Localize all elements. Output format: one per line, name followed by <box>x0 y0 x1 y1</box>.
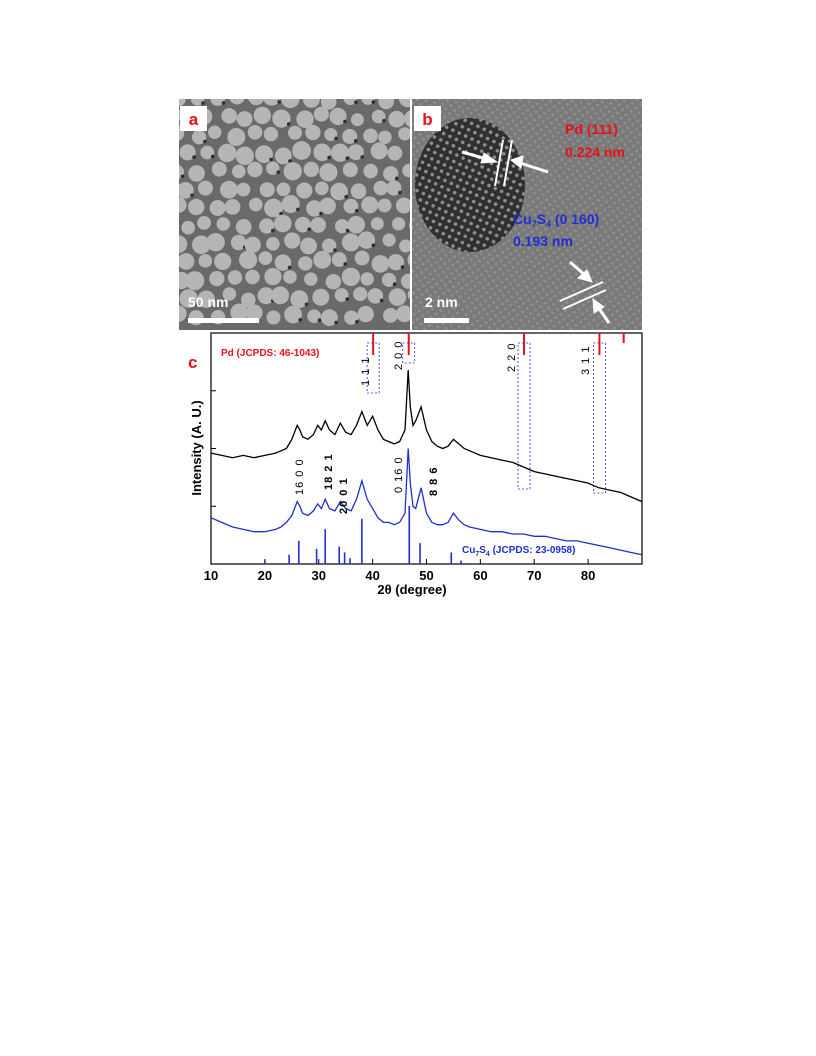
pd-hkl-311: 3 1 1 <box>580 346 592 375</box>
panel-b-label-box <box>414 106 441 131</box>
panel-a-scale-bar <box>188 318 259 323</box>
x-tick-label: 50 <box>419 568 433 583</box>
panel-b-scale-bar <box>424 318 469 323</box>
x-tick-label: 20 <box>258 568 272 583</box>
cu-spacing-label: 0.193 nm <box>513 233 573 249</box>
cu-hkl-0160: 0 16 0 <box>393 456 405 493</box>
cu-reference-label: Cu7S4 (JCPDS: 23-0958) <box>462 545 575 558</box>
pd-peak-box <box>517 342 531 490</box>
pd-reference-label: Pd (JCPDS: 46-1043) <box>221 348 319 359</box>
series-cu7s4-line <box>210 448 643 556</box>
pd-peak-box <box>593 342 606 494</box>
xrd-series <box>210 369 643 556</box>
x-tick-label: 80 <box>581 568 595 583</box>
pd-peak-box <box>366 342 380 394</box>
x-tick-label: 40 <box>365 568 379 583</box>
pd-reference-markers <box>366 333 625 494</box>
panel-b-label: b <box>422 110 432 129</box>
panel-a-label-box <box>180 106 207 131</box>
x-axis-label: 2θ (degree) <box>377 582 446 597</box>
pd-peak-box <box>402 342 416 364</box>
cu-plane-label: Cu7S4 (0 160) <box>513 211 599 229</box>
pd-hkl-200: 2 0 0 <box>393 341 405 370</box>
panel-c-label: c <box>188 353 197 372</box>
x-tick-label: 10 <box>204 568 218 583</box>
x-axis-ticks: 10 20 30 40 50 60 70 80 <box>204 559 595 583</box>
cu-hkl-1600: 16 0 0 <box>294 458 306 495</box>
y-axis-label: Intensity (A. U.) <box>189 400 204 495</box>
y-axis-ticks <box>211 390 216 507</box>
x-tick-label: 70 <box>527 568 541 583</box>
panel-b-scale-label: 2 nm <box>425 294 458 310</box>
cu-hkl-886: 8 8 6 <box>428 467 440 496</box>
pd-plane-label: Pd (111) <box>565 121 618 137</box>
cu-hkl-1821: 18 2 1 <box>323 453 335 490</box>
series-pd-cu7s4-line <box>210 369 643 503</box>
panel-a-label: a <box>189 110 199 129</box>
pd-hkl-220: 2 2 0 <box>506 343 518 372</box>
panel-a-image <box>179 99 410 330</box>
cu-lattice-marker <box>559 260 611 324</box>
pd-lattice-marker <box>461 139 549 187</box>
pd-hkl-111: 1 1 1 <box>360 357 372 386</box>
panel-a-scale-label: 50 nm <box>188 294 228 310</box>
pd-spacing-label: 0.224 nm <box>565 144 625 160</box>
x-tick-label: 60 <box>473 568 487 583</box>
x-tick-label: 30 <box>312 568 326 583</box>
cu-hkl-2001: 20 0 1 <box>338 477 350 514</box>
cu-reference-bars <box>264 506 462 564</box>
